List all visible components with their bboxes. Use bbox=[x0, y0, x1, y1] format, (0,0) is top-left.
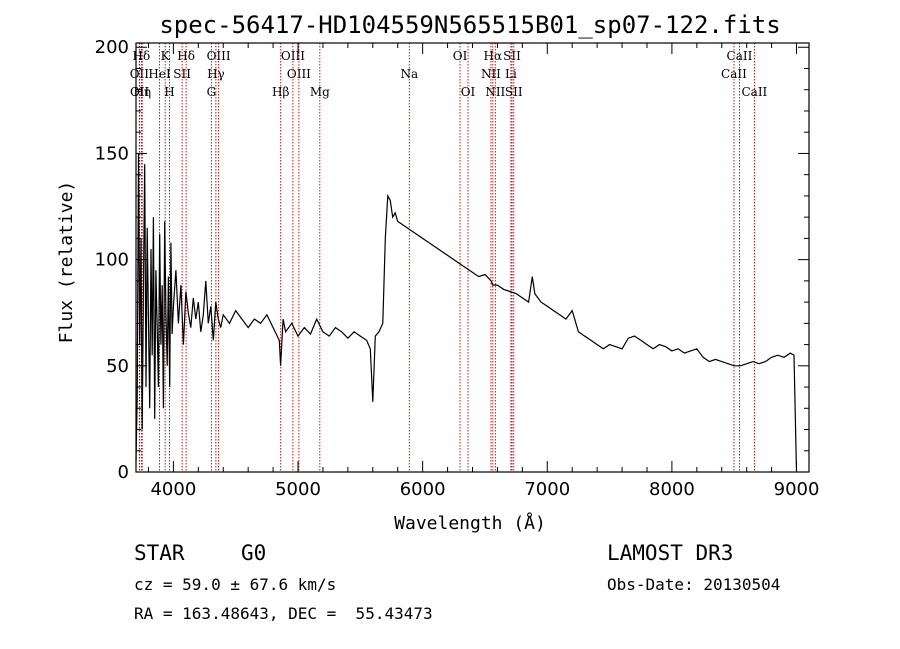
line-marker-label: G bbox=[207, 85, 217, 99]
x-tick-label: 5000 bbox=[275, 479, 321, 500]
y-axis-label: Flux (relative) bbox=[56, 181, 77, 344]
spectral-subclass: G0 bbox=[241, 541, 267, 565]
line-marker-label: CaII bbox=[741, 85, 767, 99]
line-marker-label: Hη bbox=[133, 85, 151, 99]
x-tick-label: 4000 bbox=[150, 479, 196, 500]
line-marker-label: SII bbox=[503, 49, 521, 63]
y-tick-label: 150 bbox=[95, 143, 129, 164]
line-marker-label: HeI bbox=[148, 67, 171, 81]
x-tick-label: 6000 bbox=[400, 479, 446, 500]
line-marker-label: CaII bbox=[727, 49, 753, 63]
y-tick-label: 50 bbox=[106, 356, 129, 377]
line-marker-label: K bbox=[161, 49, 171, 63]
line-marker-label: OI bbox=[453, 49, 468, 63]
line-marker-label: SII bbox=[173, 67, 191, 81]
line-marker-label: CaII bbox=[721, 67, 747, 81]
line-marker-label: Hγ bbox=[207, 67, 225, 81]
line-marker-label: Hα bbox=[484, 49, 503, 63]
x-axis-label: Wavelength (Å) bbox=[394, 512, 546, 534]
line-marker-label: SII bbox=[505, 85, 523, 99]
y-tick-label: 0 bbox=[118, 462, 129, 483]
line-marker-label: OIII bbox=[287, 67, 311, 81]
line-marker-label: H bbox=[164, 85, 174, 99]
line-marker-label: OII bbox=[130, 85, 150, 99]
line-marker-label: OI bbox=[461, 85, 476, 99]
line-marker-label: Mg bbox=[310, 85, 330, 99]
line-marker-label: Li bbox=[505, 67, 517, 81]
x-tick-label: 8000 bbox=[649, 479, 695, 500]
x-tick-label: 7000 bbox=[524, 479, 570, 500]
x-tick-label: 9000 bbox=[774, 479, 820, 500]
chart-title: spec-56417-HD104559N565515B01_sp07-122.f… bbox=[159, 11, 780, 39]
line-marker-label: NII bbox=[481, 67, 501, 81]
line-marker-label: Hδ bbox=[133, 49, 151, 63]
coordinates-readout: RA = 163.48643, DEC = 55.43473 bbox=[134, 604, 433, 623]
axis-ticks: 4000 5000 6000 7000 8000 9000 0 50 100 150 200 bbox=[95, 37, 820, 500]
line-marker-label: Hβ bbox=[272, 85, 289, 99]
line-marker-label: Na bbox=[400, 67, 418, 81]
plot-frame bbox=[135, 42, 810, 473]
y-tick-label: 200 bbox=[95, 37, 129, 58]
line-marker-label: NII bbox=[485, 85, 505, 99]
redshift-readout: cz = 59.0 ± 67.6 km/s bbox=[134, 575, 337, 594]
spectrum-line bbox=[135, 153, 798, 473]
observation-date: Obs-Date: 20130504 bbox=[607, 575, 781, 594]
line-marker-label: OIII bbox=[207, 49, 231, 63]
line-marker-label: Hδ bbox=[177, 49, 195, 63]
y-tick-label: 100 bbox=[95, 250, 129, 271]
object-class: STAR bbox=[134, 541, 185, 565]
line-marker-label: OIII bbox=[281, 49, 305, 63]
survey-label: LAMOST DR3 bbox=[607, 541, 734, 565]
